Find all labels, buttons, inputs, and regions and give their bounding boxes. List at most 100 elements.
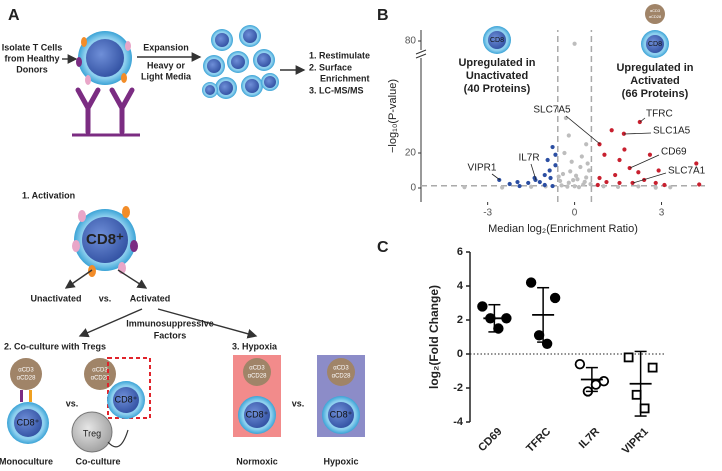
point — [636, 170, 641, 175]
arrow — [78, 308, 143, 338]
gene-label: TFRC — [646, 109, 673, 120]
cd8-cell-nucleus — [113, 387, 139, 413]
arrow — [117, 269, 148, 289]
cd8-cell-nucleus — [244, 402, 270, 428]
step-text: Isolate T Cells — [2, 42, 63, 52]
vs-label: vs. — [292, 398, 305, 408]
x-tick-label: IL7R — [577, 426, 602, 451]
point — [595, 182, 600, 188]
point — [590, 379, 602, 390]
y-tick-label: -4 — [453, 416, 464, 428]
step-text: Light Media — [141, 71, 192, 81]
connector — [623, 132, 652, 135]
step-text: Expansion — [143, 42, 189, 52]
expanded-cells — [202, 25, 279, 99]
section-title: 1. Activation — [22, 190, 75, 200]
cell-label: CD8⁺ — [115, 394, 138, 404]
bead — [243, 358, 271, 386]
point — [550, 144, 555, 150]
cd8-cell-nucleus — [328, 402, 354, 428]
point — [572, 41, 577, 46]
point — [562, 150, 567, 156]
point — [565, 184, 570, 189]
vs-label: vs. — [99, 293, 112, 303]
annotation: Unactivated — [466, 70, 528, 82]
x-tick-label: VIPR1 — [620, 426, 651, 457]
bead-label: αCD3 — [249, 366, 265, 372]
point — [647, 152, 653, 157]
point — [560, 171, 566, 177]
point — [613, 172, 618, 178]
y-tick-label: 0 — [457, 348, 463, 360]
gene-label: SLC1A5 — [653, 126, 691, 137]
bead-label: αCD3 — [333, 366, 349, 372]
receptors — [72, 206, 138, 277]
point — [542, 182, 547, 188]
point — [553, 163, 558, 168]
point — [533, 330, 545, 341]
point — [636, 184, 641, 189]
y-tick-label: 0 — [410, 183, 416, 194]
vs-label: vs. — [66, 398, 79, 408]
point — [639, 403, 650, 414]
connector — [632, 172, 667, 184]
point — [542, 172, 547, 178]
point — [585, 161, 590, 166]
point — [556, 174, 561, 179]
point — [566, 180, 571, 185]
point — [615, 184, 621, 190]
x-axis-label: Median log₂(Enrichment Ratio) — [488, 223, 638, 235]
point — [630, 180, 635, 186]
bead — [327, 358, 355, 386]
point — [588, 182, 593, 187]
annotation: (66 Proteins) — [622, 88, 689, 100]
cd8-cell-nucleus — [82, 217, 128, 263]
point — [653, 180, 658, 186]
connector — [530, 163, 537, 181]
section-title: 2. Co-culture with Tregs — [4, 341, 106, 351]
point — [622, 147, 627, 152]
receptor — [20, 390, 23, 402]
point — [602, 152, 607, 157]
gene-label: SLC7A5 — [533, 105, 571, 116]
receptor — [29, 390, 32, 402]
point — [601, 184, 606, 189]
point — [500, 185, 505, 190]
point — [604, 179, 609, 185]
point — [578, 164, 583, 170]
step-text: 1. Restimulate — [309, 50, 370, 60]
icon-nucleus — [646, 35, 664, 53]
point — [697, 182, 702, 187]
y-tick-label: 80 — [405, 36, 417, 47]
panel-b: B CD8 Upregulated in Unactivated (40 Pro… — [377, 4, 694, 100]
point — [541, 338, 553, 350]
point — [563, 115, 568, 121]
treg-cell — [71, 411, 113, 453]
y-axis-label: −log₁₀(P-value) — [387, 79, 399, 153]
point — [477, 301, 488, 312]
y-tick-label: 2 — [457, 314, 463, 326]
gene-labels: VIPR1 IL7R SLC7A5 TFRC SLC1A5 CD69 SLC7A… — [468, 105, 706, 184]
point — [462, 185, 467, 190]
x-tick-label: CD69 — [476, 426, 504, 454]
panel-label: C — [377, 239, 389, 256]
point — [694, 161, 699, 166]
arrow — [157, 308, 258, 339]
step-text: Heavy or — [147, 60, 186, 70]
bead-label: αCD3 — [92, 368, 108, 374]
point — [617, 180, 622, 186]
receptors — [76, 37, 131, 85]
antibodies — [75, 87, 135, 135]
dot-plot: C -4 -2 0 2 4 6 log₂(Fold Change) CD69 TFRC IL7R VI… — [377, 239, 665, 457]
bead-label: αCD28 — [91, 376, 110, 382]
x-tick-label: 3 — [659, 208, 665, 219]
condition-label: Monoculture — [0, 456, 53, 466]
point — [568, 169, 573, 174]
point — [569, 159, 574, 164]
step-text: 3. LC-MS/MS — [309, 85, 364, 95]
point — [609, 128, 614, 133]
gene-label: SLC7A1 — [668, 166, 706, 177]
factor-label: Immunosuppressive — [126, 318, 214, 328]
bead — [645, 4, 665, 24]
